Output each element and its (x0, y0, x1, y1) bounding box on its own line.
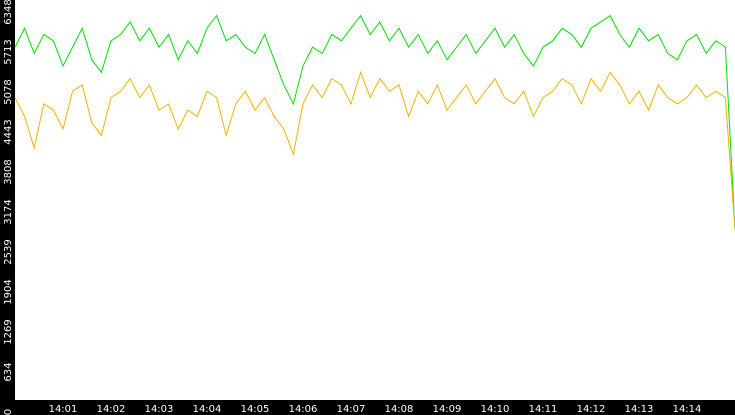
x-tick-label: 14:12 (577, 404, 606, 415)
x-tick-label: 14:05 (241, 404, 270, 415)
x-tick-label: 14:10 (481, 404, 510, 415)
y-tick-label: 3174 (3, 199, 14, 224)
y-axis-band (0, 0, 15, 415)
y-tick-label: 4443 (3, 119, 14, 144)
y-tick-label: 1269 (3, 319, 14, 344)
y-tick-label: 3808 (3, 159, 14, 184)
x-tick-label: 14:13 (625, 404, 654, 415)
x-tick-label: 14:09 (433, 404, 462, 415)
series-line (14, 70, 735, 230)
x-tick-label: 14:06 (289, 404, 318, 415)
y-tick-label: 634 (3, 363, 14, 382)
x-tick-label: 14:04 (193, 404, 222, 415)
x-tick-label: 14:08 (385, 404, 414, 415)
x-tick-label: 14:02 (97, 404, 126, 415)
y-tick-label: 2539 (3, 239, 14, 264)
x-tick-label: 14:01 (49, 404, 78, 415)
y-tick-label: 6348 (3, 0, 14, 25)
y-tick-label: 1904 (3, 279, 14, 304)
x-axis-band (0, 400, 735, 415)
x-tick-label: 14:14 (673, 404, 702, 415)
x-tick-label: 14:07 (337, 404, 366, 415)
x-tick-label: 14:11 (529, 404, 558, 415)
y-tick-label: 5713 (3, 39, 14, 64)
y-tick-label: 5078 (3, 79, 14, 104)
x-tick-label: 14:03 (145, 404, 174, 415)
series-line (14, 14, 735, 230)
y-tick-label: 0 (3, 409, 14, 415)
